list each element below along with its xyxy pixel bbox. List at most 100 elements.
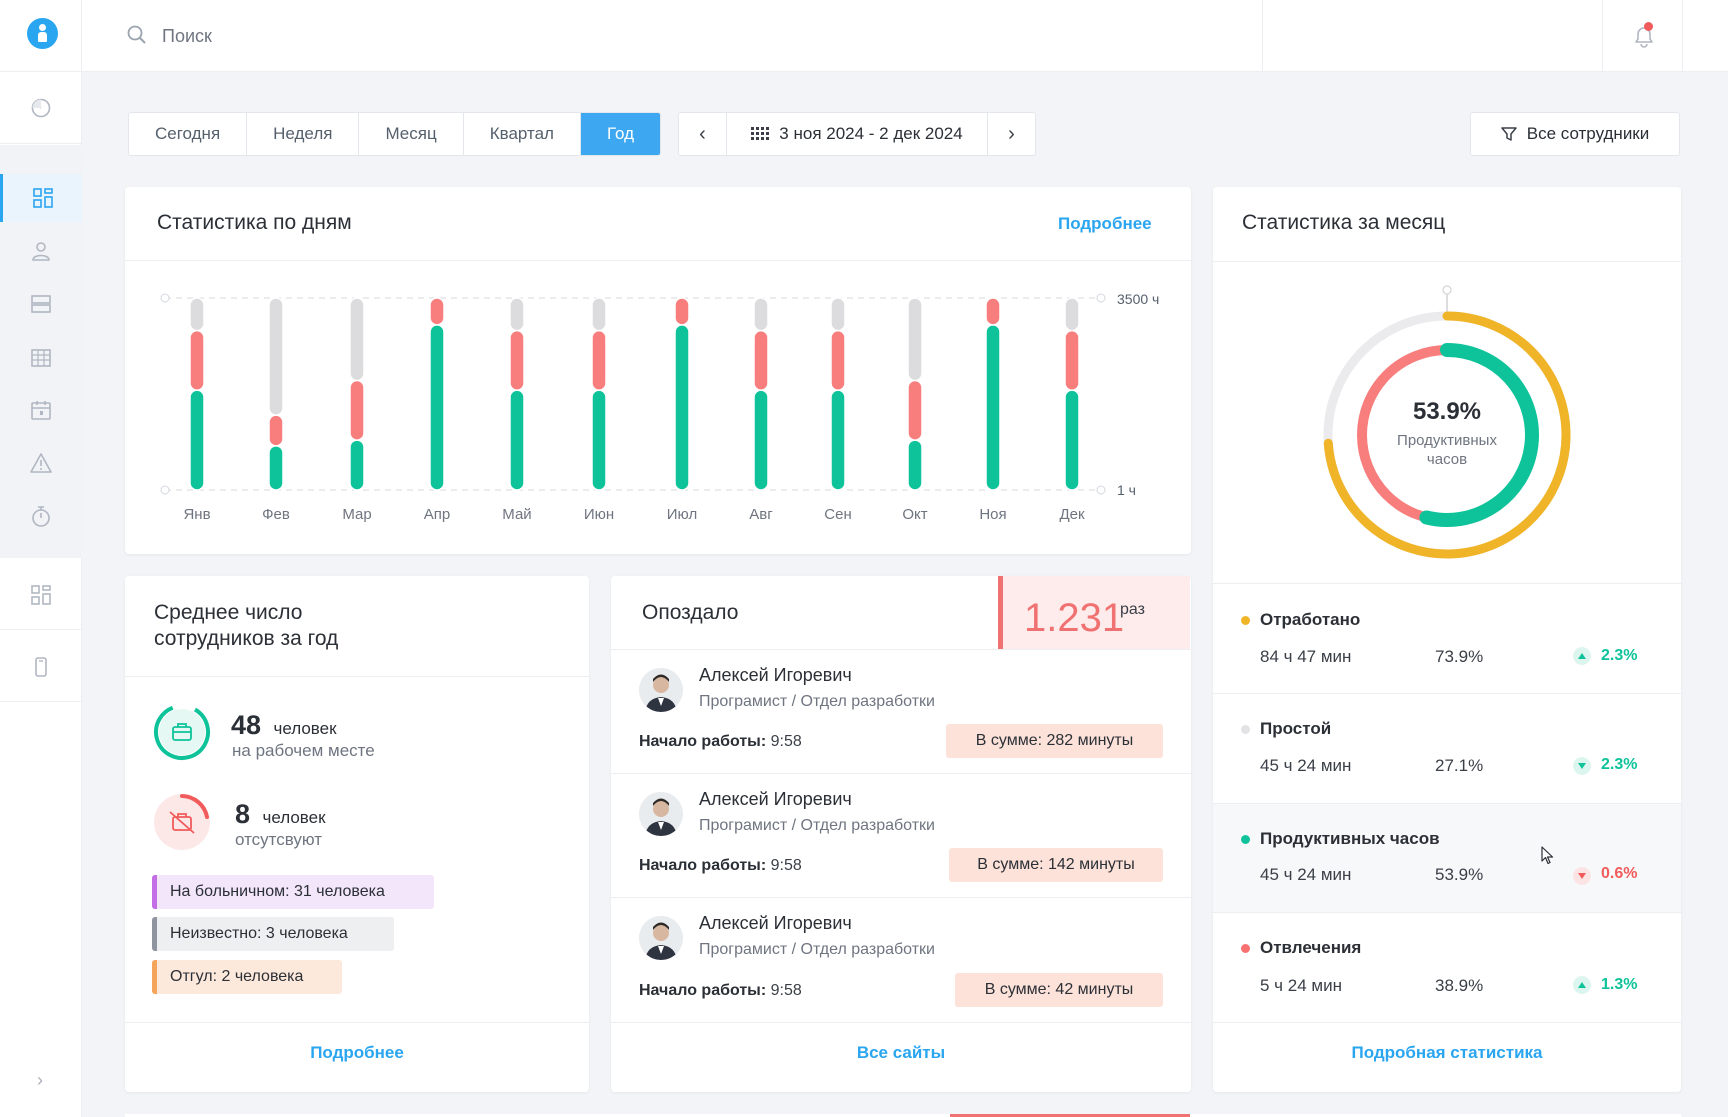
bar-segment-Авг (753, 329, 769, 391)
bar-segment-Июн (591, 297, 607, 332)
widgets-icon (31, 585, 51, 605)
sidebar-item-calendar-grid[interactable] (0, 333, 82, 381)
late-person-name[interactable]: Алексей Игоревич (699, 665, 852, 685)
avg-employees-title-line2: сотрудников за год (154, 627, 339, 650)
stat-distraction-time: 5 ч 24 мин (1260, 976, 1342, 995)
sidebar-item-alerts[interactable] (0, 439, 82, 487)
date-range-picker: ‹ 3 ноя 2024 - 2 дек 2024 › (678, 112, 1036, 156)
late-counter-box (998, 576, 1190, 649)
late-title: Опоздало (642, 601, 739, 624)
bar-segment-Авг (753, 297, 769, 332)
chevron-left-icon: ‹ (699, 122, 706, 145)
bar-segment-Май (509, 297, 525, 332)
avatar (639, 916, 683, 960)
x-axis-label: Июн (583, 506, 615, 523)
bar-segment-Июн (591, 389, 607, 491)
stat-worked-percent: 73.9% (1435, 647, 1484, 666)
bar-segment-Май (509, 389, 525, 491)
sidebar-item-users[interactable] (0, 227, 82, 275)
detailed-stats-link[interactable]: Подробная статистика (1351, 1043, 1543, 1062)
calendar-dots-icon (751, 127, 770, 140)
period-year-tab[interactable]: Год (580, 113, 661, 155)
card-divider (1213, 693, 1681, 694)
bar-segment-Мар (349, 439, 365, 491)
bar-segment-Дек (1064, 389, 1080, 491)
bar-segment-Авг (753, 389, 769, 491)
stat-row-highlight (1213, 803, 1681, 912)
late-person-start: Начало работы: 9:58 (639, 857, 802, 875)
sidebar-item-servers[interactable] (0, 280, 82, 328)
tag-sick-leave: На больничном: 31 человека (152, 875, 434, 909)
date-prev-button[interactable]: ‹ (679, 113, 726, 155)
date-next-button[interactable]: › (988, 113, 1035, 155)
card-divider (125, 260, 1191, 261)
topbar (82, 0, 1728, 72)
start-label: Начало работы: (639, 982, 767, 999)
filter-icon (1500, 127, 1517, 141)
date-range-field[interactable]: 3 ноя 2024 - 2 дек 2024 (726, 113, 988, 155)
grid-icon (32, 188, 53, 208)
sidebar-divider (0, 701, 82, 702)
stat-worked-dot (1241, 616, 1250, 625)
bar-segment-Сен (830, 297, 846, 332)
daily-stats-more-link[interactable]: Подробнее (1058, 214, 1152, 233)
sidebar-divider (0, 71, 82, 72)
tag-day-off: Отгул: 2 человека (152, 960, 342, 994)
bar-segment-Ноя (985, 324, 1001, 491)
trend-down-icon (1573, 867, 1591, 885)
daily-stats-card (125, 187, 1191, 554)
late-person-role: Програмист / Отдел разработки (699, 941, 935, 958)
bar-segment-Фев (268, 297, 284, 416)
sidebar: › (0, 0, 82, 1117)
bar-segment-Янв (189, 329, 205, 391)
all-sites-link[interactable]: Все сайты (856, 1043, 946, 1062)
late-count: 1.231 (1024, 596, 1125, 640)
start-label: Начало работы: (639, 857, 767, 874)
x-axis-label: Апр (423, 506, 451, 523)
late-person-name[interactable]: Алексей Игоревич (699, 913, 852, 933)
sidebar-item-timer[interactable] (0, 492, 82, 540)
server-icon (31, 295, 51, 313)
daily-stats-title: Статистика по дням (157, 211, 352, 234)
present-unit: человек (273, 719, 337, 738)
tag-unknown: Неизвестно: 3 человека (152, 917, 394, 951)
bar-segment-Июн (591, 329, 607, 391)
employee-filter-button[interactable]: Все сотрудники (1470, 112, 1680, 156)
late-person-name[interactable]: Алексей Игоревич (699, 789, 852, 809)
stat-worked-time: 84 ч 47 мин (1260, 647, 1352, 666)
late-sum-text: В сумме: 282 минуты (975, 732, 1134, 749)
sidebar-item-dashboard-gauge[interactable] (0, 84, 82, 132)
donut-label-line2: часов (1426, 451, 1468, 468)
sidebar-item-widgets[interactable] (0, 571, 82, 619)
late-sum-pill: В сумме: 142 минуты (949, 848, 1163, 882)
sidebar-expand-chevron-icon[interactable]: › (37, 1070, 43, 1090)
chevron-right-icon: › (1008, 122, 1015, 145)
period-quarter-tab[interactable]: Квартал (464, 113, 581, 155)
logo-icon[interactable] (27, 18, 58, 49)
employee-filter-label: Все сотрудники (1526, 124, 1650, 143)
stat-distraction-change: 1.3% (1601, 976, 1638, 993)
late-person-start: Начало работы: 9:58 (639, 982, 802, 1000)
avg-employees-more-link[interactable]: Подробнее (310, 1043, 404, 1062)
avatar (639, 668, 683, 712)
sidebar-item-mobile[interactable] (0, 643, 82, 691)
late-sum-text: В сумме: 42 минуты (984, 981, 1134, 998)
absent-unit: человек (262, 808, 326, 827)
sidebar-item-calendar[interactable] (0, 386, 82, 434)
x-axis-label: Сен (824, 506, 852, 523)
donut-productive-arc (1419, 343, 1539, 527)
period-today-tab[interactable]: Сегодня (129, 113, 248, 155)
stat-idle-time: 45 ч 24 мин (1260, 756, 1352, 775)
trend-down-good-icon (1573, 757, 1591, 775)
phone-icon (35, 657, 47, 677)
sidebar-item-overview[interactable] (0, 174, 82, 222)
chart-grid-endpoint (160, 485, 170, 495)
period-month-tab[interactable]: Месяц (359, 113, 464, 155)
trend-up-icon (1573, 647, 1591, 665)
x-axis-label: Фев (262, 506, 290, 523)
search-input[interactable] (162, 20, 762, 52)
period-week-tab[interactable]: Неделя (247, 113, 360, 155)
stopwatch-icon (32, 506, 50, 527)
bar-segment-Май (509, 329, 525, 391)
stat-idle-name: Простой (1260, 719, 1332, 738)
